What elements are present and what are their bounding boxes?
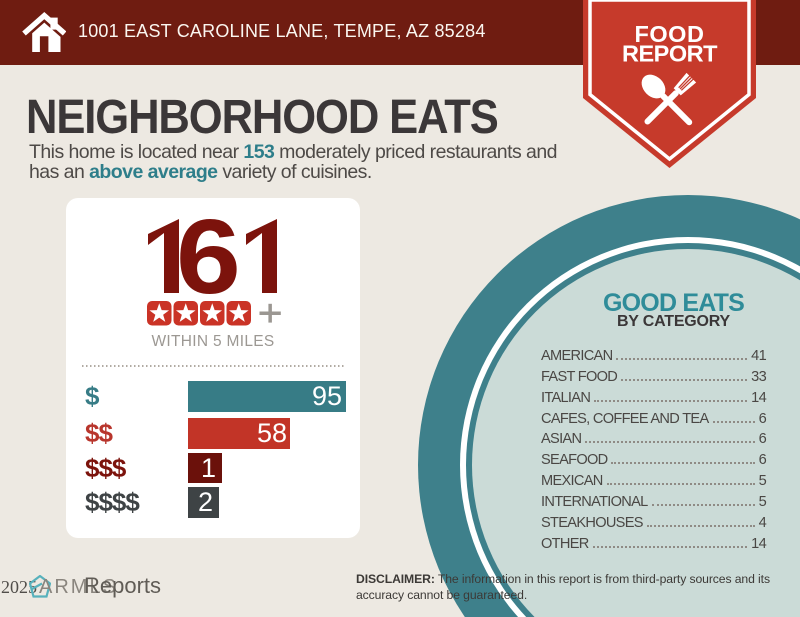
svg-text:FOOD: FOOD bbox=[635, 21, 705, 47]
svg-text:REPORT: REPORT bbox=[622, 41, 718, 67]
svg-text:6: 6 bbox=[176, 219, 241, 295]
